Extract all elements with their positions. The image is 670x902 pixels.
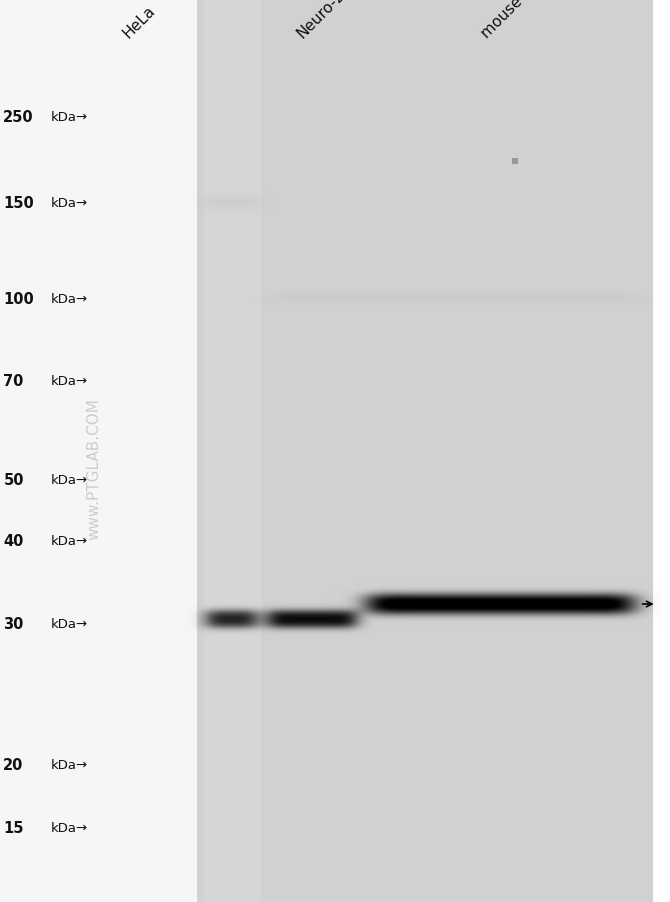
Text: 150: 150	[3, 196, 34, 210]
Text: kDa→: kDa→	[50, 474, 87, 486]
Text: 100: 100	[3, 292, 34, 307]
Text: 40: 40	[3, 534, 23, 548]
Text: kDa→: kDa→	[50, 374, 87, 387]
Text: kDa→: kDa→	[50, 822, 87, 834]
Text: 50: 50	[3, 473, 24, 487]
Text: 30: 30	[3, 617, 23, 631]
Text: kDa→: kDa→	[50, 111, 87, 124]
Text: HeLa: HeLa	[120, 3, 158, 41]
Text: 15: 15	[3, 821, 24, 835]
Text: kDa→: kDa→	[50, 618, 87, 630]
Text: kDa→: kDa→	[50, 197, 87, 209]
Text: mouse brain: mouse brain	[478, 0, 557, 41]
Text: kDa→: kDa→	[50, 535, 87, 548]
Text: www.PTGLAB.COM: www.PTGLAB.COM	[86, 398, 101, 540]
Text: Neuro-2a: Neuro-2a	[294, 0, 355, 41]
Text: 250: 250	[3, 110, 34, 124]
Text: 20: 20	[3, 758, 23, 772]
Text: 70: 70	[3, 373, 23, 388]
Text: kDa→: kDa→	[50, 759, 87, 771]
Text: kDa→: kDa→	[50, 293, 87, 306]
